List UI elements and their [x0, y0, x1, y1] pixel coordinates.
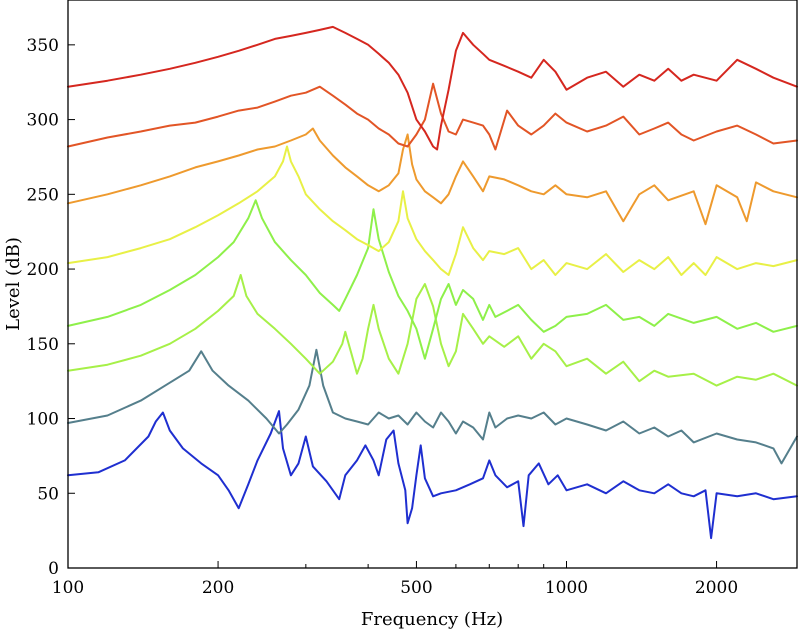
series-line-6: [67, 127, 798, 226]
x-tick-label: 200: [202, 578, 234, 598]
series-line-5: [67, 145, 798, 276]
y-tick-label: 150: [27, 335, 59, 355]
series-lines: [67, 25, 798, 540]
x-tick-label: 100: [52, 578, 84, 598]
y-tick-label: 250: [27, 185, 59, 205]
series-line-3: [67, 274, 798, 387]
plot-frame: [67, 0, 798, 569]
y-tick-label: 100: [27, 410, 59, 430]
y-tick-label: 50: [37, 484, 59, 504]
y-axis-ticks: 0 50 100 150 200 250 300 350: [27, 36, 75, 579]
series-line-7: [67, 82, 798, 151]
x-tick-label: 500: [400, 578, 432, 598]
x-axis-ticks: 100 200 500 1000 2000: [52, 561, 738, 598]
x-tick-label: 2000: [695, 578, 738, 598]
x-tick-label: 1000: [545, 578, 588, 598]
y-tick-label: 300: [27, 111, 59, 131]
x-axis-label: Frequency (Hz): [361, 609, 503, 630]
y-tick-label: 0: [48, 559, 59, 579]
series-line-2: [67, 348, 798, 465]
y-axis-label: Level (dB): [3, 237, 24, 331]
y-tick-label: 200: [27, 260, 59, 280]
series-line-1: [67, 410, 798, 540]
series-line-4: [67, 199, 798, 360]
y-tick-label: 350: [27, 36, 59, 56]
series-line-8: [67, 25, 798, 151]
